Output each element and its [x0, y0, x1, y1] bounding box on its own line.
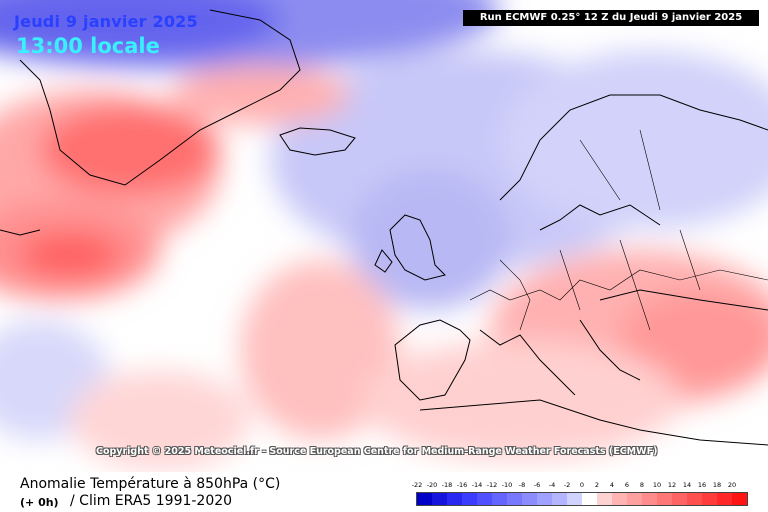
- color-swatch: [492, 493, 507, 505]
- scale-tick-label: -20: [426, 481, 438, 489]
- legend-offset: (+ 0h): [20, 496, 59, 509]
- run-label: Run ECMWF 0.25° 12 Z du Jeudi 9 janvier …: [463, 10, 759, 26]
- scale-tick-label: -6: [533, 481, 541, 489]
- scale-tick-label: 4: [609, 481, 615, 489]
- scale-tick-label: 18: [712, 481, 722, 489]
- legend-footer: Anomalie Température à 850hPa (°C) (+ 0h…: [0, 472, 768, 512]
- scale-tick-label: -4: [548, 481, 556, 489]
- color-swatch: [612, 493, 627, 505]
- color-swatch: [417, 493, 432, 505]
- color-swatch: [567, 493, 582, 505]
- color-swatch: [432, 493, 447, 505]
- scale-tick-label: -22: [411, 481, 423, 489]
- color-swatch: [627, 493, 642, 505]
- coastlines: [0, 9, 768, 446]
- anomaly-field: [0, 0, 768, 470]
- color-swatch: [477, 493, 492, 505]
- color-swatch: [657, 493, 672, 505]
- scale-tick-label: -18: [441, 481, 453, 489]
- scale-tick-label: 6: [624, 481, 630, 489]
- legend-title: Anomalie Température à 850hPa (°C): [20, 476, 281, 492]
- scale-tick-label: -8: [518, 481, 526, 489]
- copyright-text: Copyright © 2025 Meteociel.fr - Source E…: [96, 446, 658, 457]
- forecast-date: Jeudi 9 janvier 2025: [14, 12, 198, 31]
- scale-tick-label: -12: [486, 481, 498, 489]
- color-swatch: [642, 493, 657, 505]
- scale-tick-label: 16: [697, 481, 707, 489]
- scale-tick-label: -14: [471, 481, 483, 489]
- color-swatch: [507, 493, 522, 505]
- legend-clim: / Clim ERA5 1991-2020: [70, 493, 233, 509]
- color-swatch: [462, 493, 477, 505]
- color-swatch: [597, 493, 612, 505]
- scale-tick-label: 0: [579, 481, 585, 489]
- color-swatch: [717, 493, 732, 505]
- color-swatch: [672, 493, 687, 505]
- scale-tick-label: 10: [652, 481, 662, 489]
- scale-tick-label: 14: [682, 481, 692, 489]
- color-scale-labels: -22 -20 -18 -16 -14 -12 -10 -8 -6 -4 -2 0 2 4 6 8 10 12 14…: [412, 481, 746, 491]
- anomaly-map: [0, 0, 768, 472]
- forecast-time: 13:00 locale: [16, 34, 160, 58]
- color-swatch: [732, 493, 747, 505]
- color-swatch: [447, 493, 462, 505]
- scale-tick-label: 2: [594, 481, 600, 489]
- color-swatch: [582, 493, 597, 505]
- color-swatch: [552, 493, 567, 505]
- scale-tick-label: 20: [727, 481, 737, 489]
- country-borders: [469, 129, 768, 331]
- color-swatch: [522, 493, 537, 505]
- color-swatch: [537, 493, 552, 505]
- color-swatch: [687, 493, 702, 505]
- scale-tick-label: 8: [639, 481, 645, 489]
- scale-tick-label: -16: [456, 481, 468, 489]
- scale-tick-label: -2: [563, 481, 571, 489]
- color-scale-bar: [416, 492, 748, 506]
- scale-tick-label: 12: [667, 481, 677, 489]
- scale-tick-label: -10: [501, 481, 513, 489]
- color-swatch: [702, 493, 717, 505]
